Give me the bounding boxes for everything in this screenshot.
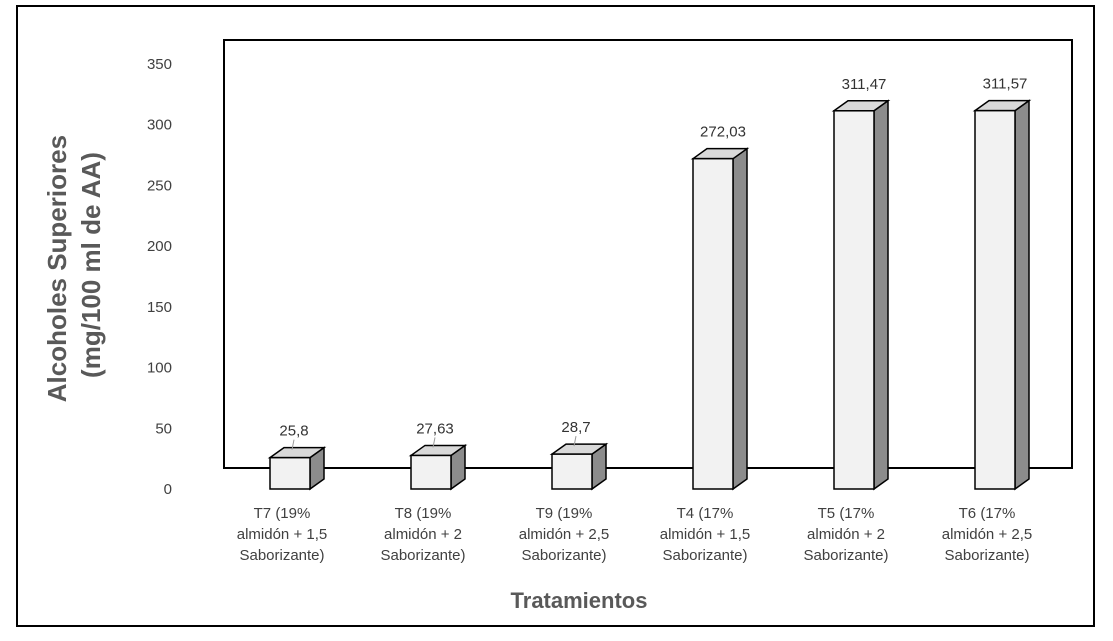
y-axis-title: Alcoholes Superiores (mg/100 ml de AA) — [42, 128, 106, 403]
bar-side — [873, 99, 889, 491]
x-tick-label: T6 (17% almidón + 2,5 Saborizante) — [942, 505, 1032, 564]
bar: 311,57 — [972, 76, 1032, 491]
data-label: 272,03 — [700, 124, 746, 141]
data-label: 25,8 — [279, 423, 308, 440]
y-axis-title-line-1: Alcoholes Superiores — [42, 135, 72, 402]
bar: 27,63 — [408, 420, 468, 491]
bars: 25,8 27,63 28,7 272,03 311,47 311,57 — [267, 76, 1032, 491]
y-axis-ticks: 0 50 100 150 200 250 300 350 — [147, 56, 172, 498]
y-tick-label: 0 — [164, 481, 172, 498]
x-axis-title: Tratamientos — [511, 588, 648, 613]
x-tick-label: T5 (17% almidón + 2 Saborizante) — [803, 505, 888, 564]
x-tick-label: T8 (19% almidón + 2 Saborizante) — [380, 505, 465, 564]
bar-front — [692, 157, 734, 490]
x-tick-label: T9 (19% almidón + 2,5 Saborizante) — [519, 505, 609, 564]
bar-front — [410, 454, 452, 490]
bar-side — [732, 147, 748, 491]
bar-front — [269, 456, 311, 490]
x-tick-label: T7 (19% almidón + 1,5 Saborizante) — [237, 505, 327, 564]
x-axis-ticks: T7 (19% almidón + 1,5 Saborizante) T8 (19% a… — [237, 505, 1032, 564]
data-label-leader — [573, 436, 577, 447]
data-label-leader — [291, 439, 295, 450]
y-tick-label: 100 — [147, 360, 172, 377]
x-tick-label: T4 (17% almidón + 1,5 Saborizante) — [660, 505, 750, 564]
y-tick-label: 250 — [147, 177, 172, 194]
y-tick-label: 300 — [147, 117, 172, 134]
y-tick-label: 200 — [147, 238, 172, 255]
bar: 311,47 — [831, 76, 891, 491]
chart-frame — [16, 5, 1095, 627]
data-label-leader — [432, 437, 436, 448]
plot-area — [223, 39, 1073, 469]
bar-front — [833, 110, 875, 490]
data-label: 311,47 — [842, 76, 887, 93]
bar: 272,03 — [690, 124, 750, 491]
y-tick-label: 150 — [147, 299, 172, 316]
bar-front — [551, 453, 593, 490]
bar-side — [1014, 99, 1030, 491]
data-label: 311,57 — [983, 76, 1028, 93]
bar-front — [974, 109, 1016, 490]
y-tick-label: 50 — [155, 420, 172, 437]
y-axis-title-line-2: (mg/100 ml de AA) — [76, 152, 106, 378]
bar: 25,8 — [267, 423, 327, 491]
data-label: 27,63 — [416, 420, 454, 437]
y-tick-label: 350 — [147, 56, 172, 73]
bar: 28,7 — [549, 419, 609, 491]
data-label: 28,7 — [561, 419, 590, 436]
